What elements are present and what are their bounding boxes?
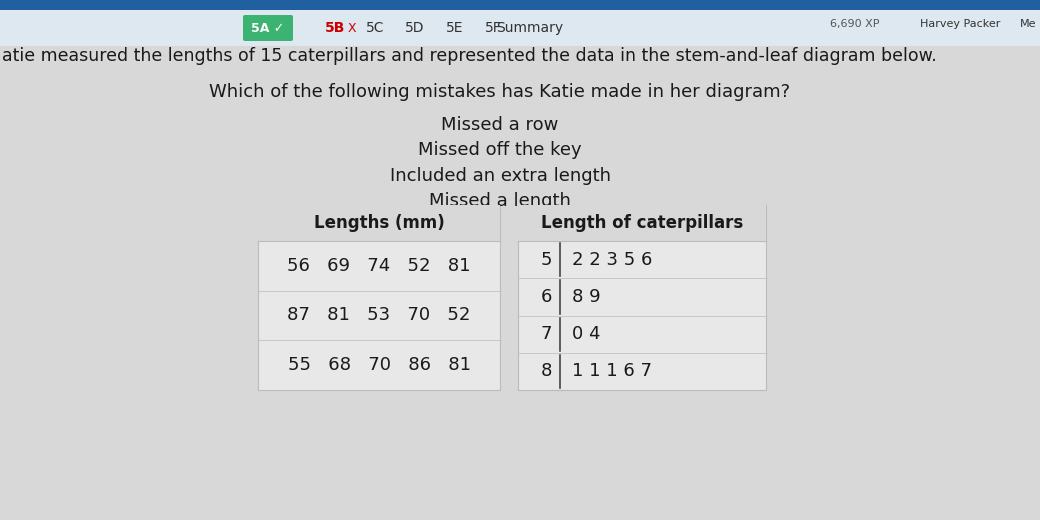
- Text: Missed a length: Missed a length: [430, 192, 571, 210]
- Text: 55   68   70   86   81: 55 68 70 86 81: [287, 356, 470, 374]
- Text: 0 4: 0 4: [572, 325, 600, 343]
- Bar: [0, 0, 1040, 46]
- Bar: [0, 10, 1040, 46]
- Bar: [258, 205, 500, 241]
- Text: 56   69   74   52   81: 56 69 74 52 81: [287, 257, 471, 275]
- Text: Missed a row: Missed a row: [441, 116, 558, 134]
- Text: 7: 7: [540, 325, 552, 343]
- Text: 5: 5: [540, 251, 552, 269]
- Text: Lengths (mm): Lengths (mm): [314, 214, 444, 232]
- Bar: [0, 0, 1040, 10]
- Text: 5F: 5F: [485, 21, 501, 35]
- Text: 2 2 3 5 6: 2 2 3 5 6: [572, 251, 652, 269]
- Text: 5D: 5D: [406, 21, 424, 35]
- Text: Summary: Summary: [496, 21, 564, 35]
- Text: Me: Me: [1020, 19, 1037, 29]
- Text: Harvey Packer: Harvey Packer: [920, 19, 1000, 29]
- FancyBboxPatch shape: [243, 15, 293, 41]
- Text: X: X: [348, 21, 357, 34]
- Text: Missed off the key: Missed off the key: [418, 141, 581, 159]
- Text: Included an extra length: Included an extra length: [390, 167, 610, 185]
- Text: 5B: 5B: [324, 21, 345, 35]
- Text: atie measured the lengths of 15 caterpillars and represented the data in the ste: atie measured the lengths of 15 caterpil…: [2, 47, 937, 65]
- Text: 5E: 5E: [446, 21, 464, 35]
- Text: 8: 8: [541, 362, 551, 380]
- Text: Which of the following mistakes has Katie made in her diagram?: Which of the following mistakes has Kati…: [209, 83, 790, 101]
- Text: 87   81   53   70   52: 87 81 53 70 52: [287, 306, 471, 324]
- Text: 1 1 1 6 7: 1 1 1 6 7: [572, 362, 652, 380]
- Text: 5A ✓: 5A ✓: [252, 21, 285, 34]
- Text: 6: 6: [541, 288, 551, 306]
- Bar: [258, 205, 500, 390]
- Text: 6,690 XP: 6,690 XP: [830, 19, 880, 29]
- Text: 5C: 5C: [366, 21, 384, 35]
- Bar: [518, 205, 766, 241]
- Text: Length of caterpillars: Length of caterpillars: [541, 214, 744, 232]
- Text: 8 9: 8 9: [572, 288, 601, 306]
- Bar: [518, 205, 766, 390]
